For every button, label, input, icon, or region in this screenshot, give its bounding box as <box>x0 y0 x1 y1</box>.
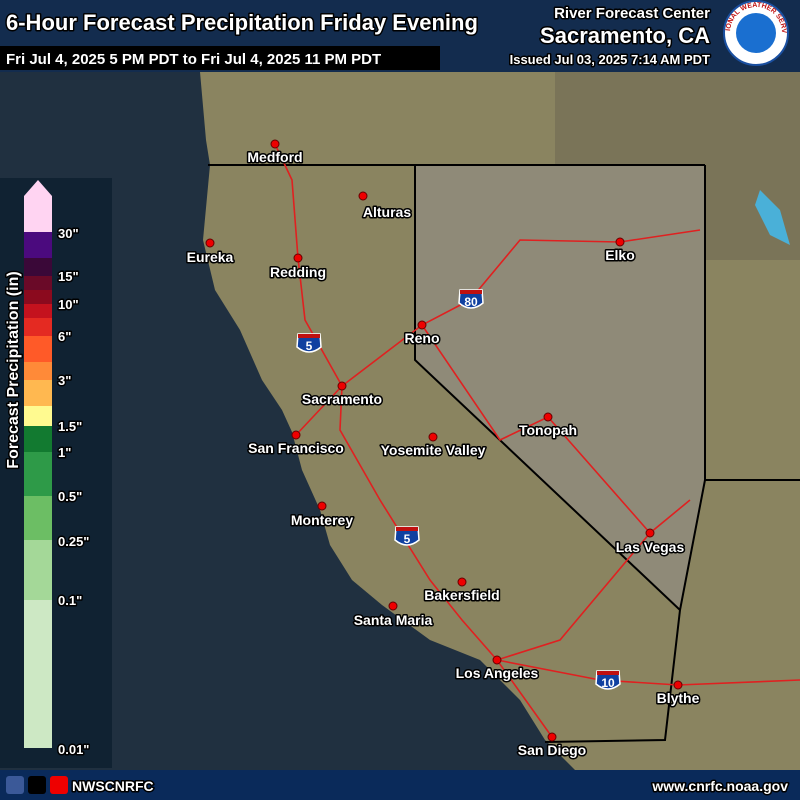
city-label: Las Vegas <box>616 539 685 555</box>
highway-shield <box>296 333 322 353</box>
shield-top <box>298 334 320 338</box>
legend-label: 1.5" <box>58 419 82 434</box>
highway-shield <box>458 289 484 309</box>
state-borders <box>208 164 800 743</box>
city-label: Bakersfield <box>424 587 499 603</box>
footer-url[interactable]: www.cnrfc.noaa.gov <box>650 777 790 796</box>
highway-shield <box>595 670 621 690</box>
city-label: San Francisco <box>248 440 344 456</box>
legend-swatch <box>24 426 52 452</box>
legend-label: 3" <box>58 373 71 388</box>
city-dot <box>492 655 502 665</box>
highway-label: 5 <box>306 339 313 353</box>
nevada <box>415 165 705 610</box>
facebook-icon[interactable] <box>6 776 24 794</box>
valid-period: Fri Jul 4, 2025 5 PM PDT to Fri Jul 4, 2… <box>6 51 381 68</box>
legend-label: 0.01" <box>58 742 89 757</box>
great-salt-lake <box>755 190 790 245</box>
city-dot <box>417 320 427 330</box>
legend-swatch <box>24 406 52 426</box>
shield-top <box>597 671 619 675</box>
city-dot <box>317 501 327 511</box>
legend-label: 1" <box>58 445 71 460</box>
period-bg <box>0 46 440 70</box>
city-label: Los Angeles <box>456 665 539 681</box>
legend-swatch <box>24 600 52 748</box>
legend-swatch <box>24 452 52 496</box>
legend-swatch <box>24 290 52 304</box>
city-dot <box>645 528 655 538</box>
location: Sacramento, CA <box>540 23 710 48</box>
city-dot <box>543 412 553 422</box>
legend-label: 6" <box>58 329 71 344</box>
legend-swatch <box>24 540 52 600</box>
issued: Issued Jul 03, 2025 7:14 AM PDT <box>510 52 710 67</box>
city-label: Alturas <box>363 204 411 220</box>
city-dot <box>291 430 301 440</box>
highway-label: 10 <box>601 676 615 690</box>
legend-label: 15" <box>58 269 79 284</box>
legend-swatch <box>24 380 52 406</box>
legend-swatch <box>24 336 52 362</box>
city-dot <box>270 139 280 149</box>
legend-arrow <box>24 180 52 232</box>
city-label: Tonopah <box>519 422 577 438</box>
legend-swatch <box>24 496 52 540</box>
city-dot <box>428 432 438 442</box>
city-dot <box>547 732 557 742</box>
legend-label: 0.25" <box>58 534 89 549</box>
city-dot <box>358 191 368 201</box>
city-label: Sacramento <box>302 391 382 407</box>
city-label: Santa Maria <box>354 612 433 628</box>
city-label: Redding <box>270 264 326 280</box>
legend-label: 30" <box>58 226 79 241</box>
legend-label: 10" <box>58 297 79 312</box>
legend-swatch <box>24 276 52 290</box>
footer-handle: NWSCNRFC <box>72 778 154 794</box>
city-dot <box>293 253 303 263</box>
highway-label: 5 <box>404 532 411 546</box>
x-icon[interactable] <box>28 776 46 794</box>
legend-swatch <box>24 318 52 336</box>
city-label: Monterey <box>291 512 353 528</box>
highway-label: 80 <box>464 295 478 309</box>
legend-swatch <box>24 258 52 276</box>
city-label: Reno <box>405 330 440 346</box>
city-label: Blythe <box>657 690 700 706</box>
city-dot <box>673 680 683 690</box>
city-dot <box>388 601 398 611</box>
legend-label: 0.1" <box>58 593 82 608</box>
legend-swatch <box>24 304 52 318</box>
footer-bar <box>0 770 800 800</box>
city-label: Elko <box>605 247 635 263</box>
legend-panel <box>0 178 112 768</box>
youtube-icon[interactable] <box>50 776 68 794</box>
shield-top <box>396 527 418 531</box>
shield-top <box>460 290 482 294</box>
city-dot <box>615 237 625 247</box>
highway-shield <box>394 526 420 546</box>
legend-swatch <box>24 362 52 380</box>
office: River Forecast Center <box>554 5 710 22</box>
north-region <box>555 72 800 260</box>
legend-swatch <box>24 232 52 258</box>
city-dot <box>337 381 347 391</box>
title: 6-Hour Forecast Precipitation Friday Eve… <box>6 10 478 35</box>
city-label: San Diego <box>518 742 586 758</box>
city-dot <box>457 577 467 587</box>
legend-title: Forecast Precipitation (in) <box>5 271 22 468</box>
city-label: Medford <box>247 149 302 165</box>
city-label: Eureka <box>187 249 234 265</box>
city-label: Yosemite Valley <box>381 442 486 458</box>
legend-label: 0.5" <box>58 489 82 504</box>
city-dot <box>205 238 215 248</box>
